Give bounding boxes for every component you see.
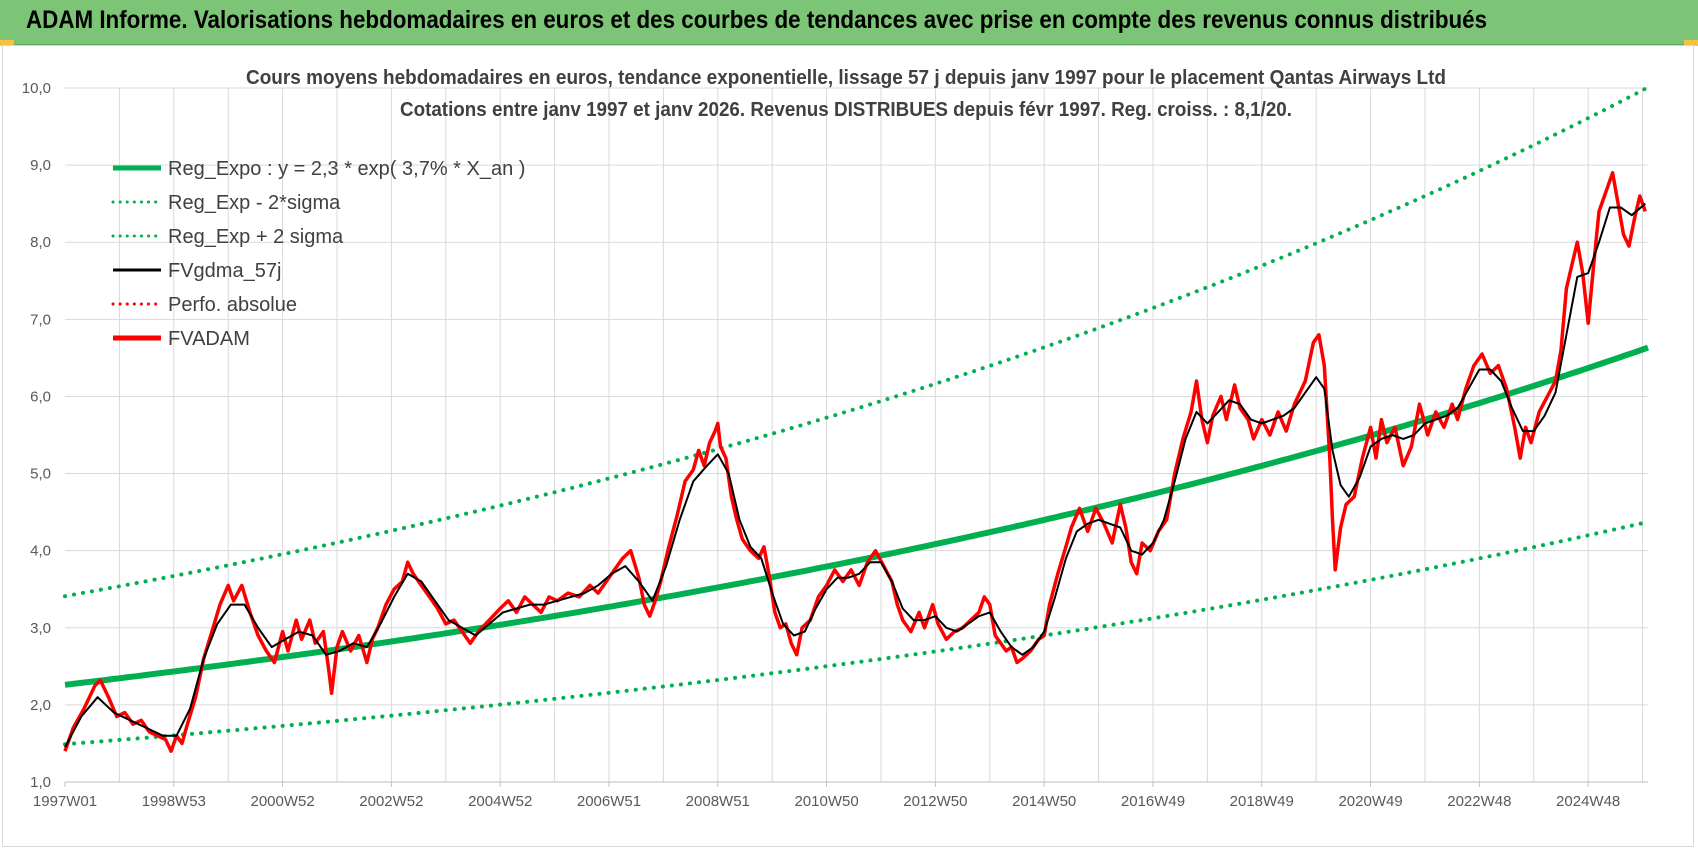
x-tick-label: 2006W51 <box>577 793 641 810</box>
series-fvadam <box>63 171 1647 753</box>
legend: Reg_Expo : y = 2,3 * exp( 3,7% * X_an ) R… <box>111 158 525 350</box>
y-tick-label: 6,0 <box>30 388 51 405</box>
y-tick-label: 7,0 <box>30 311 51 328</box>
chart-subtitle: Cotations entre janv 1997 et janv 2026. … <box>400 99 1292 121</box>
legend-label: Perfo. absolue <box>168 294 297 316</box>
x-tick-label: 1997W01 <box>33 793 97 810</box>
x-tick-label: 2012W50 <box>903 793 967 810</box>
y-tick-label: 9,0 <box>30 157 51 174</box>
y-tick-label: 1,0 <box>30 774 51 791</box>
chart-area: 1,0 2,0 3,0 4,0 5,0 6,0 7,0 8,0 9,0 10,0 1997W01 19… <box>2 45 1694 847</box>
x-tick-label: 2014W50 <box>1012 793 1076 810</box>
legend-label: FVADAM <box>168 328 250 350</box>
y-tick-label: 10,0 <box>22 80 51 97</box>
y-tick-label: 3,0 <box>30 620 51 637</box>
series-lower-band <box>63 519 1650 747</box>
x-tick-label: 2008W51 <box>686 793 750 810</box>
y-tick-label: 5,0 <box>30 466 51 483</box>
y-tick-label: 4,0 <box>30 543 51 560</box>
y-tick-label: 8,0 <box>30 234 51 251</box>
series-layer <box>63 85 1650 753</box>
series-fvgdma-57j <box>64 202 1646 748</box>
corner-marker-left <box>0 40 14 46</box>
page-title: ADAM Informe. Valorisations hebdomadaire… <box>26 6 1488 34</box>
x-tick-label: 2018W49 <box>1230 793 1294 810</box>
x-tick-label: 2002W52 <box>359 793 423 810</box>
corner-marker-right <box>1684 40 1698 46</box>
legend-label: FVgdma_57j <box>168 260 281 282</box>
chart-svg: 1,0 2,0 3,0 4,0 5,0 6,0 7,0 8,0 9,0 10,0 1997W01 19… <box>22 67 1650 810</box>
x-tick-label: 2000W52 <box>250 793 314 810</box>
x-tick-label: 2020W49 <box>1338 793 1402 810</box>
legend-label: Reg_Exp - 2*sigma <box>168 192 341 214</box>
x-tick-label: 2016W49 <box>1121 793 1185 810</box>
x-tick-label: 2010W50 <box>794 793 858 810</box>
x-tick-label: 2024W48 <box>1556 793 1620 810</box>
x-tick-label: 2004W52 <box>468 793 532 810</box>
y-tick-label: 2,0 <box>30 697 51 714</box>
legend-label: Reg_Exp + 2 sigma <box>168 226 344 248</box>
x-tick-label: 2022W48 <box>1447 793 1511 810</box>
x-tick-label: 1998W53 <box>142 793 206 810</box>
legend-label: Reg_Expo : y = 2,3 * exp( 3,7% * X_an ) <box>168 158 525 180</box>
header-banner: ADAM Informe. Valorisations hebdomadaire… <box>0 0 1698 45</box>
axes: 1,0 2,0 3,0 4,0 5,0 6,0 7,0 8,0 9,0 10,0 1997W01 19… <box>22 80 1648 810</box>
chart-title: Cours moyens hebdomadaires en euros, ten… <box>246 67 1446 89</box>
